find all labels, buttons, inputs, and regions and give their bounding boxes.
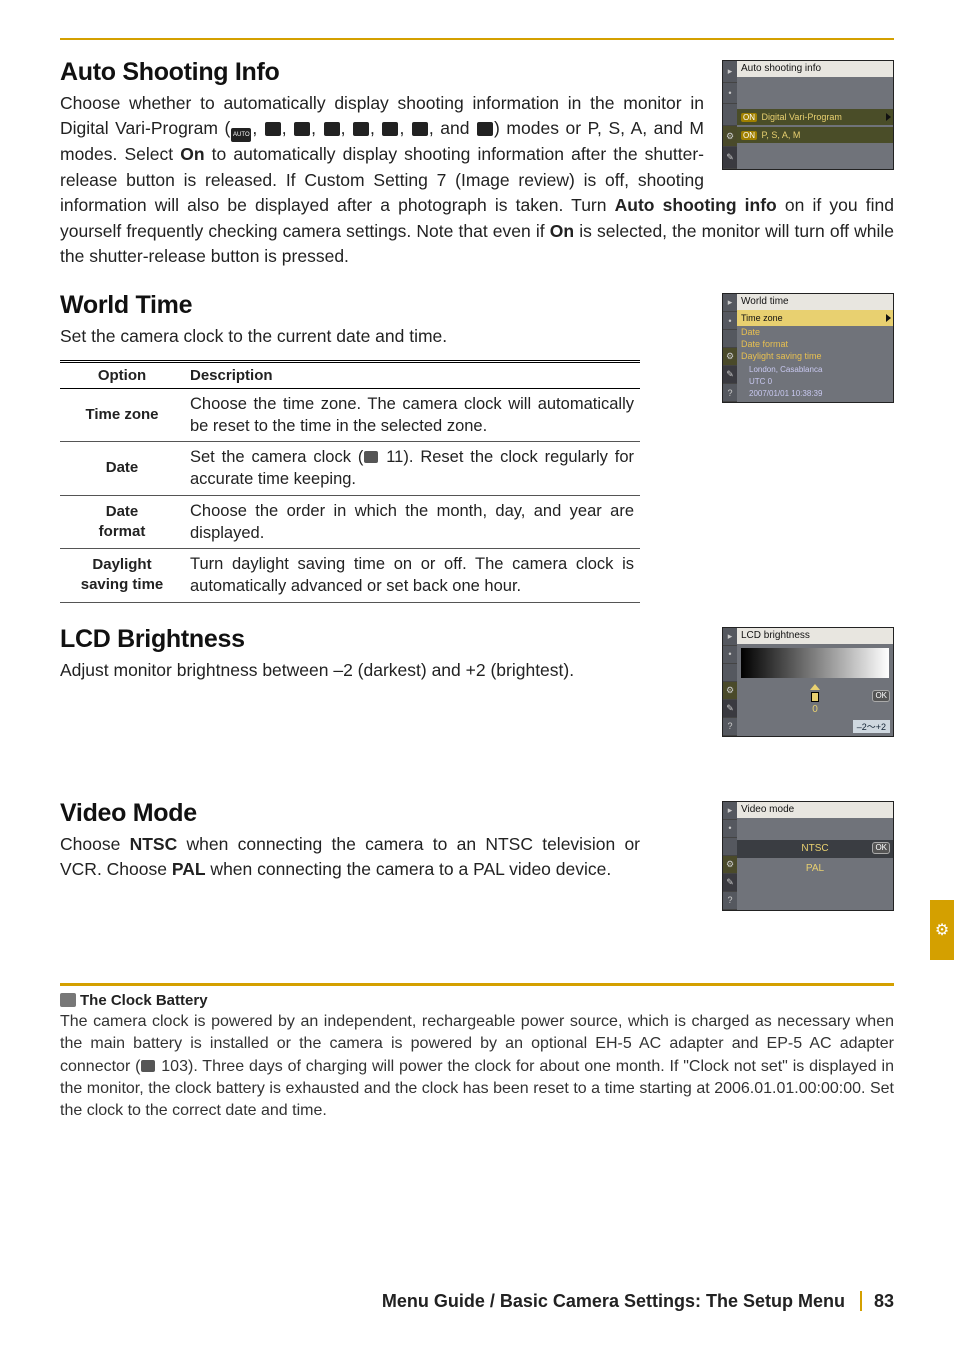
text-fragment: Choose bbox=[60, 834, 130, 854]
range-label: –2～+2 bbox=[853, 720, 890, 733]
option-name: Daylightsaving time bbox=[60, 549, 184, 603]
text-fragment: ) modes or bbox=[494, 118, 588, 138]
mode-letters: P, S, A, and M bbox=[588, 118, 704, 138]
ui-left-tabs: ▸• ⚙✎ bbox=[723, 61, 737, 169]
world-time-ui: ▸• ⚙✎? World time Time zone Date Date fo… bbox=[722, 293, 894, 403]
ui-option-ntsc: NTSC bbox=[737, 840, 893, 858]
table-row: Dateformat Choose the order in which the… bbox=[60, 495, 640, 549]
option-desc: Set the camera clock ( 11). Reset the cl… bbox=[184, 442, 640, 496]
mode-icons: AUTO, , , , , , , and bbox=[230, 118, 494, 138]
bold-ntsc: NTSC bbox=[130, 834, 178, 854]
option-desc: Choose the order in which the month, day… bbox=[184, 495, 640, 549]
section-lcd-brightness: ▸• ⚙✎? LCD brightness 0 OK –2～+2 LCD Bri… bbox=[60, 625, 894, 737]
ui-title: World time bbox=[737, 294, 893, 310]
ok-badge: OK bbox=[872, 690, 890, 702]
ui-on-badge: ON bbox=[741, 113, 757, 122]
ui-sub-datetime: 2007/01/01 10:38:39 bbox=[737, 386, 893, 402]
bold-auto-shooting-info: Auto shooting info bbox=[615, 195, 777, 215]
video-body: Choose NTSC when connecting the camera t… bbox=[60, 832, 640, 883]
table-row: Daylightsaving time Turn daylight saving… bbox=[60, 549, 640, 603]
world-time-options-table: Option Description Time zone Choose the … bbox=[60, 360, 640, 603]
page-ref-number: 103 bbox=[161, 1058, 188, 1075]
table-row: Time zone Choose the time zone. The came… bbox=[60, 388, 640, 442]
col-header-option: Option bbox=[60, 361, 184, 388]
option-desc: Turn daylight saving time on or off. The… bbox=[184, 549, 640, 603]
side-thumb-tab: ⚙ bbox=[930, 900, 954, 960]
page-number: 83 bbox=[860, 1291, 894, 1311]
table-row: Date Set the camera clock ( 11). Reset t… bbox=[60, 442, 640, 496]
ui-row-label: P, S, A, M bbox=[762, 130, 801, 140]
chevron-right-icon bbox=[886, 314, 891, 322]
lcd-brightness-ui: ▸• ⚙✎? LCD brightness 0 OK –2～+2 bbox=[722, 627, 894, 737]
ui-left-tabs: ▸• ⚙✎? bbox=[723, 802, 737, 910]
page-ref-icon bbox=[141, 1060, 155, 1072]
section-video-mode: ▸• ⚙✎? Video mode NTSC OK PAL Video Mode… bbox=[60, 799, 894, 911]
slider-knob bbox=[811, 692, 819, 702]
option-name: Time zone bbox=[60, 388, 184, 442]
ui-left-tabs: ▸• ⚙✎? bbox=[723, 294, 737, 402]
lcd-body: Adjust monitor brightness between –2 (da… bbox=[60, 658, 640, 683]
ok-badge: OK bbox=[872, 842, 890, 854]
slider-arrow-icon bbox=[810, 684, 820, 690]
pencil-icon bbox=[60, 993, 76, 1007]
brightness-gradient bbox=[741, 648, 889, 678]
option-desc: Choose the time zone. The camera clock w… bbox=[184, 388, 640, 442]
top-accent-rule bbox=[60, 38, 894, 40]
note-heading: The Clock Battery bbox=[60, 992, 894, 1009]
ui-title: Auto shooting info bbox=[737, 61, 893, 77]
table-header-row: Option Description bbox=[60, 361, 640, 388]
ui-on-badge: ON bbox=[741, 131, 757, 140]
ui-row-psam: ON P, S, A, M bbox=[737, 127, 893, 143]
col-header-description: Description bbox=[184, 361, 640, 388]
bold-on: On bbox=[180, 144, 204, 164]
video-mode-ui: ▸• ⚙✎? Video mode NTSC OK PAL bbox=[722, 801, 894, 911]
note-body: The camera clock is powered by an indepe… bbox=[60, 1011, 894, 1123]
page-ref-number: 11 bbox=[386, 448, 403, 466]
bold-pal: PAL bbox=[172, 859, 206, 879]
ui-title: Video mode bbox=[737, 802, 893, 818]
ui-title: LCD brightness bbox=[737, 628, 893, 644]
brightness-slider: 0 bbox=[737, 686, 893, 710]
bold-on: On bbox=[550, 221, 574, 241]
auto-shooting-info-ui: ▸• ⚙✎ Auto shooting info ON Digital Vari… bbox=[722, 60, 894, 170]
ui-row-label: Digital Vari-Program bbox=[762, 112, 842, 122]
section-world-time: ▸• ⚙✎? World time Time zone Date Date fo… bbox=[60, 291, 894, 603]
ui-item-label: Time zone bbox=[741, 313, 783, 323]
text-fragment: Set the camera clock ( bbox=[190, 448, 363, 466]
page-ref-icon bbox=[364, 451, 378, 463]
slider-value: 0 bbox=[812, 704, 818, 715]
footer-path: Menu Guide / Basic Camera Settings: The … bbox=[382, 1291, 845, 1311]
page-footer: Menu Guide / Basic Camera Settings: The … bbox=[60, 1291, 894, 1312]
setup-icon: ⚙ bbox=[935, 920, 949, 940]
option-name: Date bbox=[60, 442, 184, 496]
chevron-right-icon bbox=[886, 113, 891, 121]
ui-row-vari-program: ON Digital Vari-Program bbox=[737, 109, 893, 125]
text-fragment: modes. Select bbox=[60, 144, 180, 164]
ui-left-tabs: ▸• ⚙✎? bbox=[723, 628, 737, 736]
ui-option-pal: PAL bbox=[737, 860, 893, 878]
section-auto-shooting-info: ▸• ⚙✎ Auto shooting info ON Digital Vari… bbox=[60, 58, 894, 269]
text-fragment: when connecting the camera to a PAL vide… bbox=[206, 859, 612, 879]
note-heading-text: The Clock Battery bbox=[80, 992, 208, 1009]
note-divider bbox=[60, 983, 894, 986]
option-name: Dateformat bbox=[60, 495, 184, 549]
